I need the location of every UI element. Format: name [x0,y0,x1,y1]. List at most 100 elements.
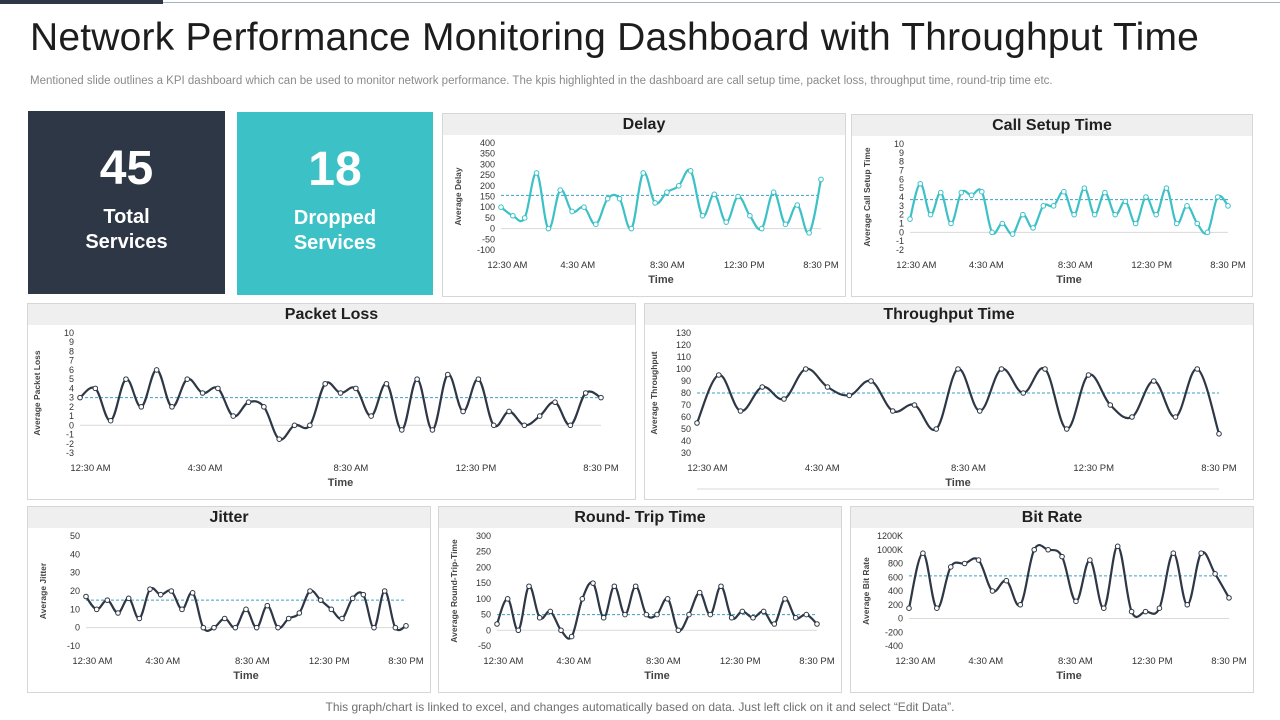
kpi-label-line: Services [293,232,377,254]
x-tick-label: 8:30 PM [1201,463,1236,474]
x-tick-label: 12:30 AM [72,656,112,667]
data-point [322,380,328,387]
y-tick-label: 6 [69,365,74,375]
data-point [1091,211,1098,218]
kpi-value: 45 [99,142,154,195]
data-point [317,597,324,603]
data-point [934,605,940,611]
data-point [737,408,744,414]
y-tick-label: 1000K [877,545,903,555]
data-point [652,200,658,206]
data-point [536,614,543,621]
y-tick-label: 5 [899,183,904,193]
chart-title: Jitter [28,507,430,528]
data-point [475,376,482,382]
y-tick-label: 8 [69,346,74,356]
data-point [1156,605,1163,611]
data-point [1204,229,1211,236]
x-tick-label: 12:30 AM [896,260,936,271]
data-point [1071,211,1077,218]
data-point [1212,571,1218,577]
data-point [157,591,164,598]
data-point [824,384,831,390]
data-point [1087,557,1093,563]
data-point [533,170,540,176]
kpi-label-line: Total [103,206,150,228]
data-point [504,596,511,602]
data-point [948,220,954,227]
data-point [1226,595,1232,601]
data-point [498,204,504,210]
data-point [136,615,143,622]
kpi-label: Total Services [28,205,225,255]
y-tick-label: 30 [681,448,691,458]
y-tick-label: 90 [681,376,691,386]
data-point [1194,220,1201,227]
y-tick-label: 7 [69,356,74,366]
throughput-chart[interactable]: 130 120 110 100 90 80 70 60 50 40 30 12:30 AM 4:30 A… [645,325,1253,499]
jitter-chart-panel[interactable]: Jitter 50 40 30 20 10 0 -10 12:30 AM 4:30 AM 8:30… [27,506,431,693]
throughput-chart-panel[interactable]: Throughput Time 130 120 110 100 90 80 70 60 50 40… [644,303,1254,500]
y-tick-label: 110 [677,352,691,362]
y-tick-label: 20 [70,586,80,596]
y-tick-label: 70 [681,400,691,410]
data-point [1107,402,1114,408]
footer-note: This graph/chart is linked to excel, and… [325,700,955,714]
data-point [243,606,249,613]
y-tick-label: 4 [899,192,904,202]
call-setup-chart-panel[interactable]: Call Setup Time 10 9 8 7 6 5 4 3 2 1 0 -1 -2 12:30 AM… [851,114,1253,297]
y-tick-label: 3 [899,201,904,211]
data-point [307,422,313,429]
data-point [694,420,700,426]
x-tick-label: 12:30 AM [687,463,727,474]
y-tick-label: 200 [888,600,903,610]
y-tick-label: -1 [896,236,904,246]
x-axis-title: Time [1056,670,1081,682]
data-point [696,589,703,596]
data-point [444,371,451,378]
data-point [200,624,207,631]
bit-rate-chart-panel[interactable]: Bit Rate 1200K 1000K 800 600 400 200 0 -200 -400… [850,506,1254,693]
data-point [723,219,729,225]
data-point [215,385,221,392]
data-point [138,404,145,410]
data-point [782,221,789,228]
data-point [557,187,564,193]
data-point [230,413,237,419]
data-point [1031,546,1038,553]
round-trip-chart-panel[interactable]: Round- Trip Time 300 250 200 150 100 50 0 -50 12… [438,506,842,693]
data-point [907,216,913,222]
round-trip-chart[interactable]: 300 250 200 150 100 50 0 -50 12:30 AM 4:30 AM 8:30… [439,528,841,692]
x-tick-label: 12:30 PM [724,260,765,271]
jitter-chart[interactable]: 50 40 30 20 10 0 -10 12:30 AM 4:30 AM 8:30 AM 12:3… [28,528,430,692]
y-tick-label: -100 [477,245,495,255]
data-point [490,422,497,429]
data-point [989,588,996,594]
data-point [261,404,267,410]
y-tick-label: 2 [899,210,904,220]
data-point [569,208,575,215]
data-point [1003,577,1010,584]
data-point [526,583,532,590]
data-point [221,615,228,622]
data-point [747,212,753,219]
x-tick-label: 8:30 PM [1210,260,1245,271]
data-point [686,611,692,618]
y-axis-title: Average Throughput [649,351,659,434]
data-point [253,624,260,631]
bit-rate-chart[interactable]: 1200K 1000K 800 600 400 200 0 -200 -400 12:30 AM 4… [851,528,1253,692]
data-point [552,399,558,406]
data-point [920,550,926,556]
data-point [1081,185,1088,191]
data-point [711,191,718,198]
data-point [933,426,940,432]
y-tick-label: 2 [69,402,74,412]
delay-chart-panel[interactable]: Delay 400 350 300 250 200 150 100 50 0 -50 -100 12:… [442,113,846,297]
packet-loss-chart-panel[interactable]: Packet Loss 10 9 8 7 6 5 4 3 2 1 0 -1 -2 -3 12:30 AM 4:… [27,303,636,500]
data-point [968,192,975,199]
data-point [590,580,596,586]
data-point [179,606,185,613]
